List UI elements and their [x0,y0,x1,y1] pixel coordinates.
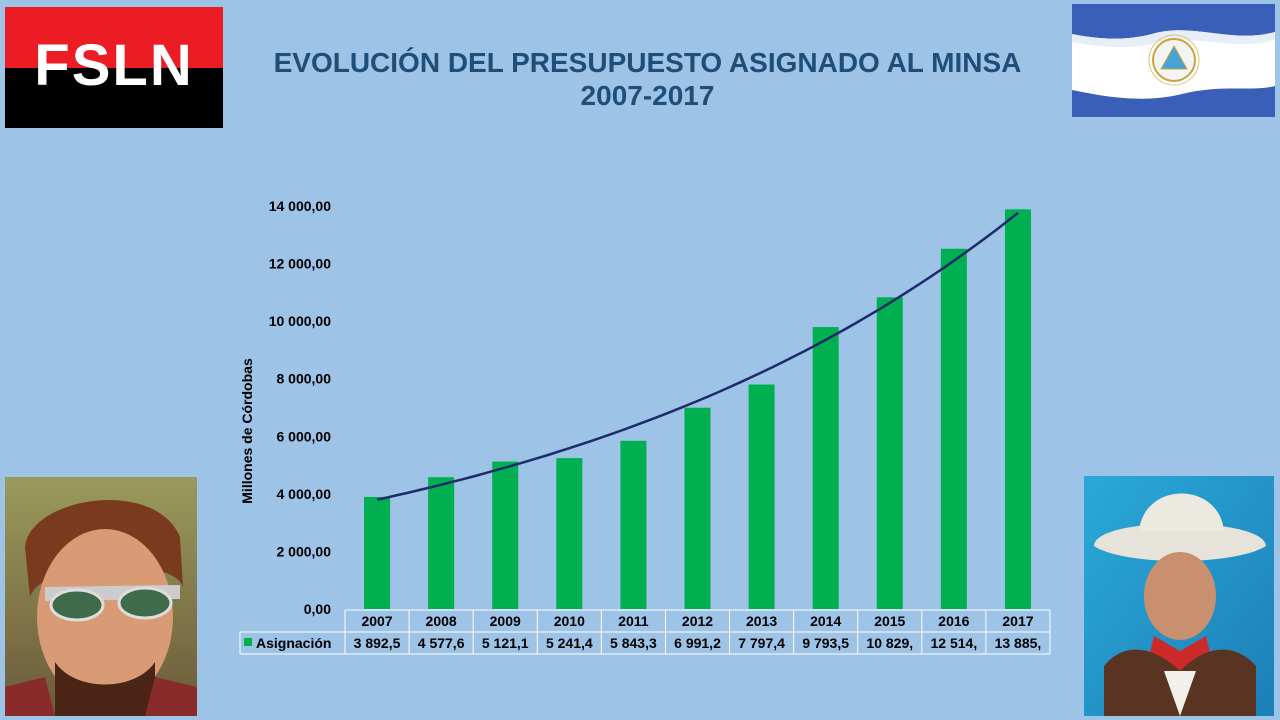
table-value: 5 843,3 [610,635,657,651]
bar-2009 [492,461,519,609]
table-value: 5 121,1 [482,635,529,651]
x-tick-label: 2011 [618,613,649,629]
table-value: 13 885, [995,635,1042,651]
table-value: 7 797,4 [738,635,785,651]
y-tick-label: 2 000,00 [277,543,332,559]
bar-2007 [364,496,391,609]
table-value: 10 829, [866,635,913,651]
table-value: 3 892,5 [354,635,401,651]
table-value: 4 577,6 [418,635,465,651]
trendline [376,211,1019,501]
x-tick-label: 2008 [426,613,457,629]
portrait-right-image [1084,476,1274,716]
bar-2017 [1004,209,1031,609]
x-tick-label: 2010 [554,613,585,629]
x-tick-label: 2014 [810,613,841,629]
fsln-logo: FSLN [5,7,223,128]
table-value: 12 514, [931,635,978,651]
logo-text: FSLN [34,33,194,98]
bar-2008 [428,477,455,609]
y-tick-label: 8 000,00 [277,371,332,387]
table-value: 9 793,5 [802,635,849,651]
nicaragua-flag-image [1072,4,1275,117]
bar-2016 [940,248,967,609]
legend-series-name: Asignación [256,635,331,651]
table-value: 5 241,4 [546,635,593,651]
bar-2013 [748,384,775,609]
title-line-2: 2007-2017 [580,80,715,111]
x-tick-label: 2009 [490,613,521,629]
logo-black-band [5,67,223,128]
y-tick-label: 14 000,00 [269,198,331,214]
x-tick-label: 2012 [682,613,713,629]
x-tick-label: 2015 [874,613,905,629]
y-tick-label: 6 000,00 [277,428,332,444]
x-tick-label: 2017 [1002,613,1033,629]
x-tick-label: 2013 [746,613,777,629]
bar-2014 [812,327,839,609]
y-tick-label: 12 000,00 [269,256,331,272]
x-tick-label: 2007 [361,613,392,629]
y-tick-label: 10 000,00 [269,313,331,329]
page-title: EVOLUCIÓN DEL PRESUPUESTO ASIGNADO AL MI… [240,46,1055,112]
bar-2012 [684,407,711,609]
y-tick-label: 4 000,00 [277,486,332,502]
x-tick-label: 2016 [938,613,969,629]
bar-2010 [556,458,583,609]
y-axis-label: Millones de Córdobas [239,358,255,504]
y-tick-label: 0,00 [304,601,331,617]
logo-red-band [5,7,223,68]
bar-2011 [620,440,647,609]
title-line-1: EVOLUCIÓN DEL PRESUPUESTO ASIGNADO AL MI… [273,47,1022,78]
bar-2015 [876,297,903,609]
portrait-left-image [5,477,197,716]
legend-key [244,638,252,646]
table-value: 6 991,2 [674,635,721,651]
